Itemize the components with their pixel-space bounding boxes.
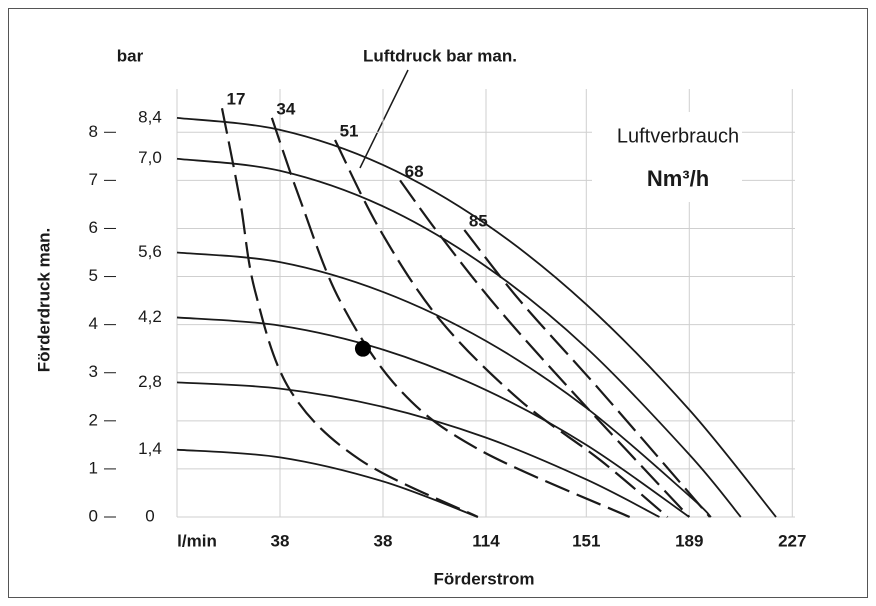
y-unit: bar	[117, 46, 144, 65]
consumption-title: Luftverbrauch	[617, 125, 739, 147]
curve-label: 34	[276, 99, 295, 118]
x-tick-label: 38	[271, 531, 290, 550]
consumption-curve	[463, 229, 711, 518]
legend-box	[592, 112, 742, 202]
consumption-curve	[399, 179, 691, 518]
pressure-curve	[176, 116, 777, 518]
y-tick-label: 0	[89, 506, 98, 525]
x-tick-label: 227	[778, 531, 806, 550]
x-tick-label: 189	[675, 531, 703, 550]
curve-label: 1,4	[138, 439, 162, 458]
curve-label: 0	[145, 506, 154, 525]
y-tick-label: 1	[89, 458, 98, 477]
curve-label: 7,0	[138, 148, 162, 167]
consumption-curve	[220, 108, 479, 518]
y-tick-label: 7	[89, 170, 98, 189]
consumption-curve	[270, 117, 631, 519]
consumption-unit: Nm³/h	[647, 166, 709, 191]
curve-label: 8,4	[138, 107, 162, 126]
y-tick-label: 5	[89, 266, 98, 285]
x-tick-label: 114	[472, 531, 500, 550]
pressure-title: Luftdruck bar man.	[363, 46, 517, 65]
x-tick-label: 38	[374, 531, 393, 550]
curve-label: 17	[227, 90, 246, 109]
pressure-curve	[176, 157, 742, 518]
pressure-curve	[176, 251, 712, 518]
x-axis-label: Förderstrom	[433, 569, 534, 588]
y-tick-label: 4	[89, 314, 98, 333]
operating-point	[354, 340, 371, 357]
y-tick-label: 8	[89, 122, 98, 141]
x-tick-label: l/min	[177, 531, 217, 550]
y-tick-label: 2	[89, 410, 98, 429]
curve-label: 5,6	[138, 242, 162, 261]
pressure-curve	[176, 316, 690, 518]
curve-label: 68	[405, 162, 424, 181]
y-tick-label: 3	[89, 362, 98, 381]
curve-label: 51	[340, 121, 359, 140]
pressure-curve	[176, 448, 479, 518]
curve-label: 85	[469, 211, 488, 230]
curve-label: 2,8	[138, 372, 162, 391]
x-tick-label: 151	[572, 531, 600, 550]
y-tick-label: 6	[89, 218, 98, 237]
consumption-curve	[334, 139, 669, 518]
leader-line	[359, 69, 409, 169]
frame	[8, 8, 868, 598]
curve-label: 4,2	[138, 307, 162, 326]
y-axis-label: Förderdruck man.	[34, 228, 53, 373]
